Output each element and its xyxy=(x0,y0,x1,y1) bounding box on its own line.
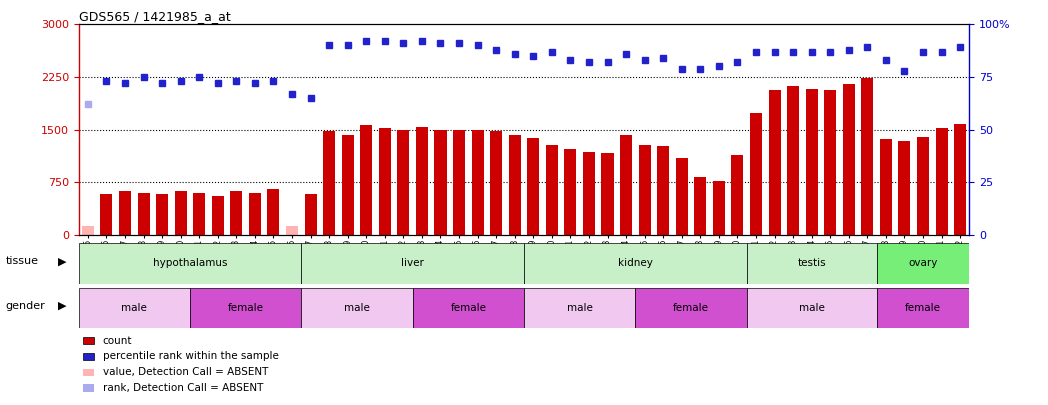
Text: female: female xyxy=(673,303,709,313)
Text: female: female xyxy=(451,303,486,313)
Text: count: count xyxy=(103,336,132,345)
Bar xyxy=(861,78,873,235)
Bar xyxy=(156,194,168,235)
Bar xyxy=(193,193,205,235)
Bar xyxy=(527,138,540,235)
Bar xyxy=(546,145,558,235)
Bar xyxy=(231,192,242,235)
Bar xyxy=(472,130,483,235)
Bar xyxy=(286,226,298,235)
Text: testis: testis xyxy=(798,258,826,268)
Bar xyxy=(768,90,781,235)
Bar xyxy=(137,193,150,235)
Text: male: male xyxy=(122,303,147,313)
Bar xyxy=(378,128,391,235)
Bar xyxy=(746,243,876,284)
Bar xyxy=(305,194,316,235)
Bar xyxy=(602,153,613,235)
Bar xyxy=(119,192,131,235)
Bar xyxy=(83,369,93,376)
Text: male: male xyxy=(567,303,592,313)
Text: liver: liver xyxy=(401,258,424,268)
Bar xyxy=(620,135,632,235)
Bar xyxy=(82,226,94,235)
Bar xyxy=(583,152,595,235)
Bar xyxy=(750,113,762,235)
Text: hypothalamus: hypothalamus xyxy=(153,258,227,268)
Bar xyxy=(508,135,521,235)
Bar xyxy=(638,145,651,235)
Bar xyxy=(490,131,502,235)
Bar xyxy=(83,384,93,392)
Bar xyxy=(524,243,746,284)
Bar xyxy=(713,181,725,235)
Text: tissue: tissue xyxy=(5,256,38,266)
Bar xyxy=(565,149,576,235)
Bar xyxy=(876,243,969,284)
Bar xyxy=(248,193,261,235)
Text: percentile rank within the sample: percentile rank within the sample xyxy=(103,352,279,361)
Bar xyxy=(917,136,929,235)
Text: GDS565 / 1421985_a_at: GDS565 / 1421985_a_at xyxy=(79,10,231,23)
Bar xyxy=(824,90,836,235)
Text: value, Detection Call = ABSENT: value, Detection Call = ABSENT xyxy=(103,367,268,377)
Bar xyxy=(435,130,446,235)
Text: male: male xyxy=(344,303,370,313)
Bar xyxy=(413,288,524,328)
Bar xyxy=(694,177,706,235)
Bar xyxy=(676,158,687,235)
Bar xyxy=(101,194,112,235)
Text: rank, Detection Call = ABSENT: rank, Detection Call = ABSENT xyxy=(103,383,263,393)
Bar xyxy=(806,89,817,235)
Bar xyxy=(342,135,354,235)
Bar xyxy=(843,84,855,235)
Bar xyxy=(175,192,187,235)
Text: male: male xyxy=(799,303,825,313)
Bar xyxy=(323,131,335,235)
Bar xyxy=(898,141,911,235)
Bar xyxy=(83,337,93,344)
Text: ▶: ▶ xyxy=(58,256,66,266)
Bar xyxy=(397,130,410,235)
Bar xyxy=(302,243,524,284)
Bar xyxy=(787,86,800,235)
Bar xyxy=(416,127,428,235)
Bar xyxy=(79,288,190,328)
Bar xyxy=(524,288,635,328)
Text: female: female xyxy=(227,303,264,313)
Bar xyxy=(302,288,413,328)
Bar xyxy=(936,128,947,235)
Bar xyxy=(746,288,876,328)
Text: kidney: kidney xyxy=(618,258,653,268)
Bar xyxy=(954,124,966,235)
Bar xyxy=(212,196,224,235)
Text: ▶: ▶ xyxy=(58,301,66,311)
Bar xyxy=(732,155,743,235)
Bar xyxy=(361,126,372,235)
Bar xyxy=(876,288,969,328)
Bar xyxy=(79,243,301,284)
Bar xyxy=(190,288,301,328)
Bar xyxy=(880,139,892,235)
Text: female: female xyxy=(905,303,941,313)
Bar xyxy=(657,147,670,235)
Text: ovary: ovary xyxy=(909,258,938,268)
Bar xyxy=(453,130,465,235)
Bar xyxy=(83,353,93,360)
Text: gender: gender xyxy=(5,301,45,311)
Bar xyxy=(635,288,746,328)
Bar xyxy=(267,189,280,235)
